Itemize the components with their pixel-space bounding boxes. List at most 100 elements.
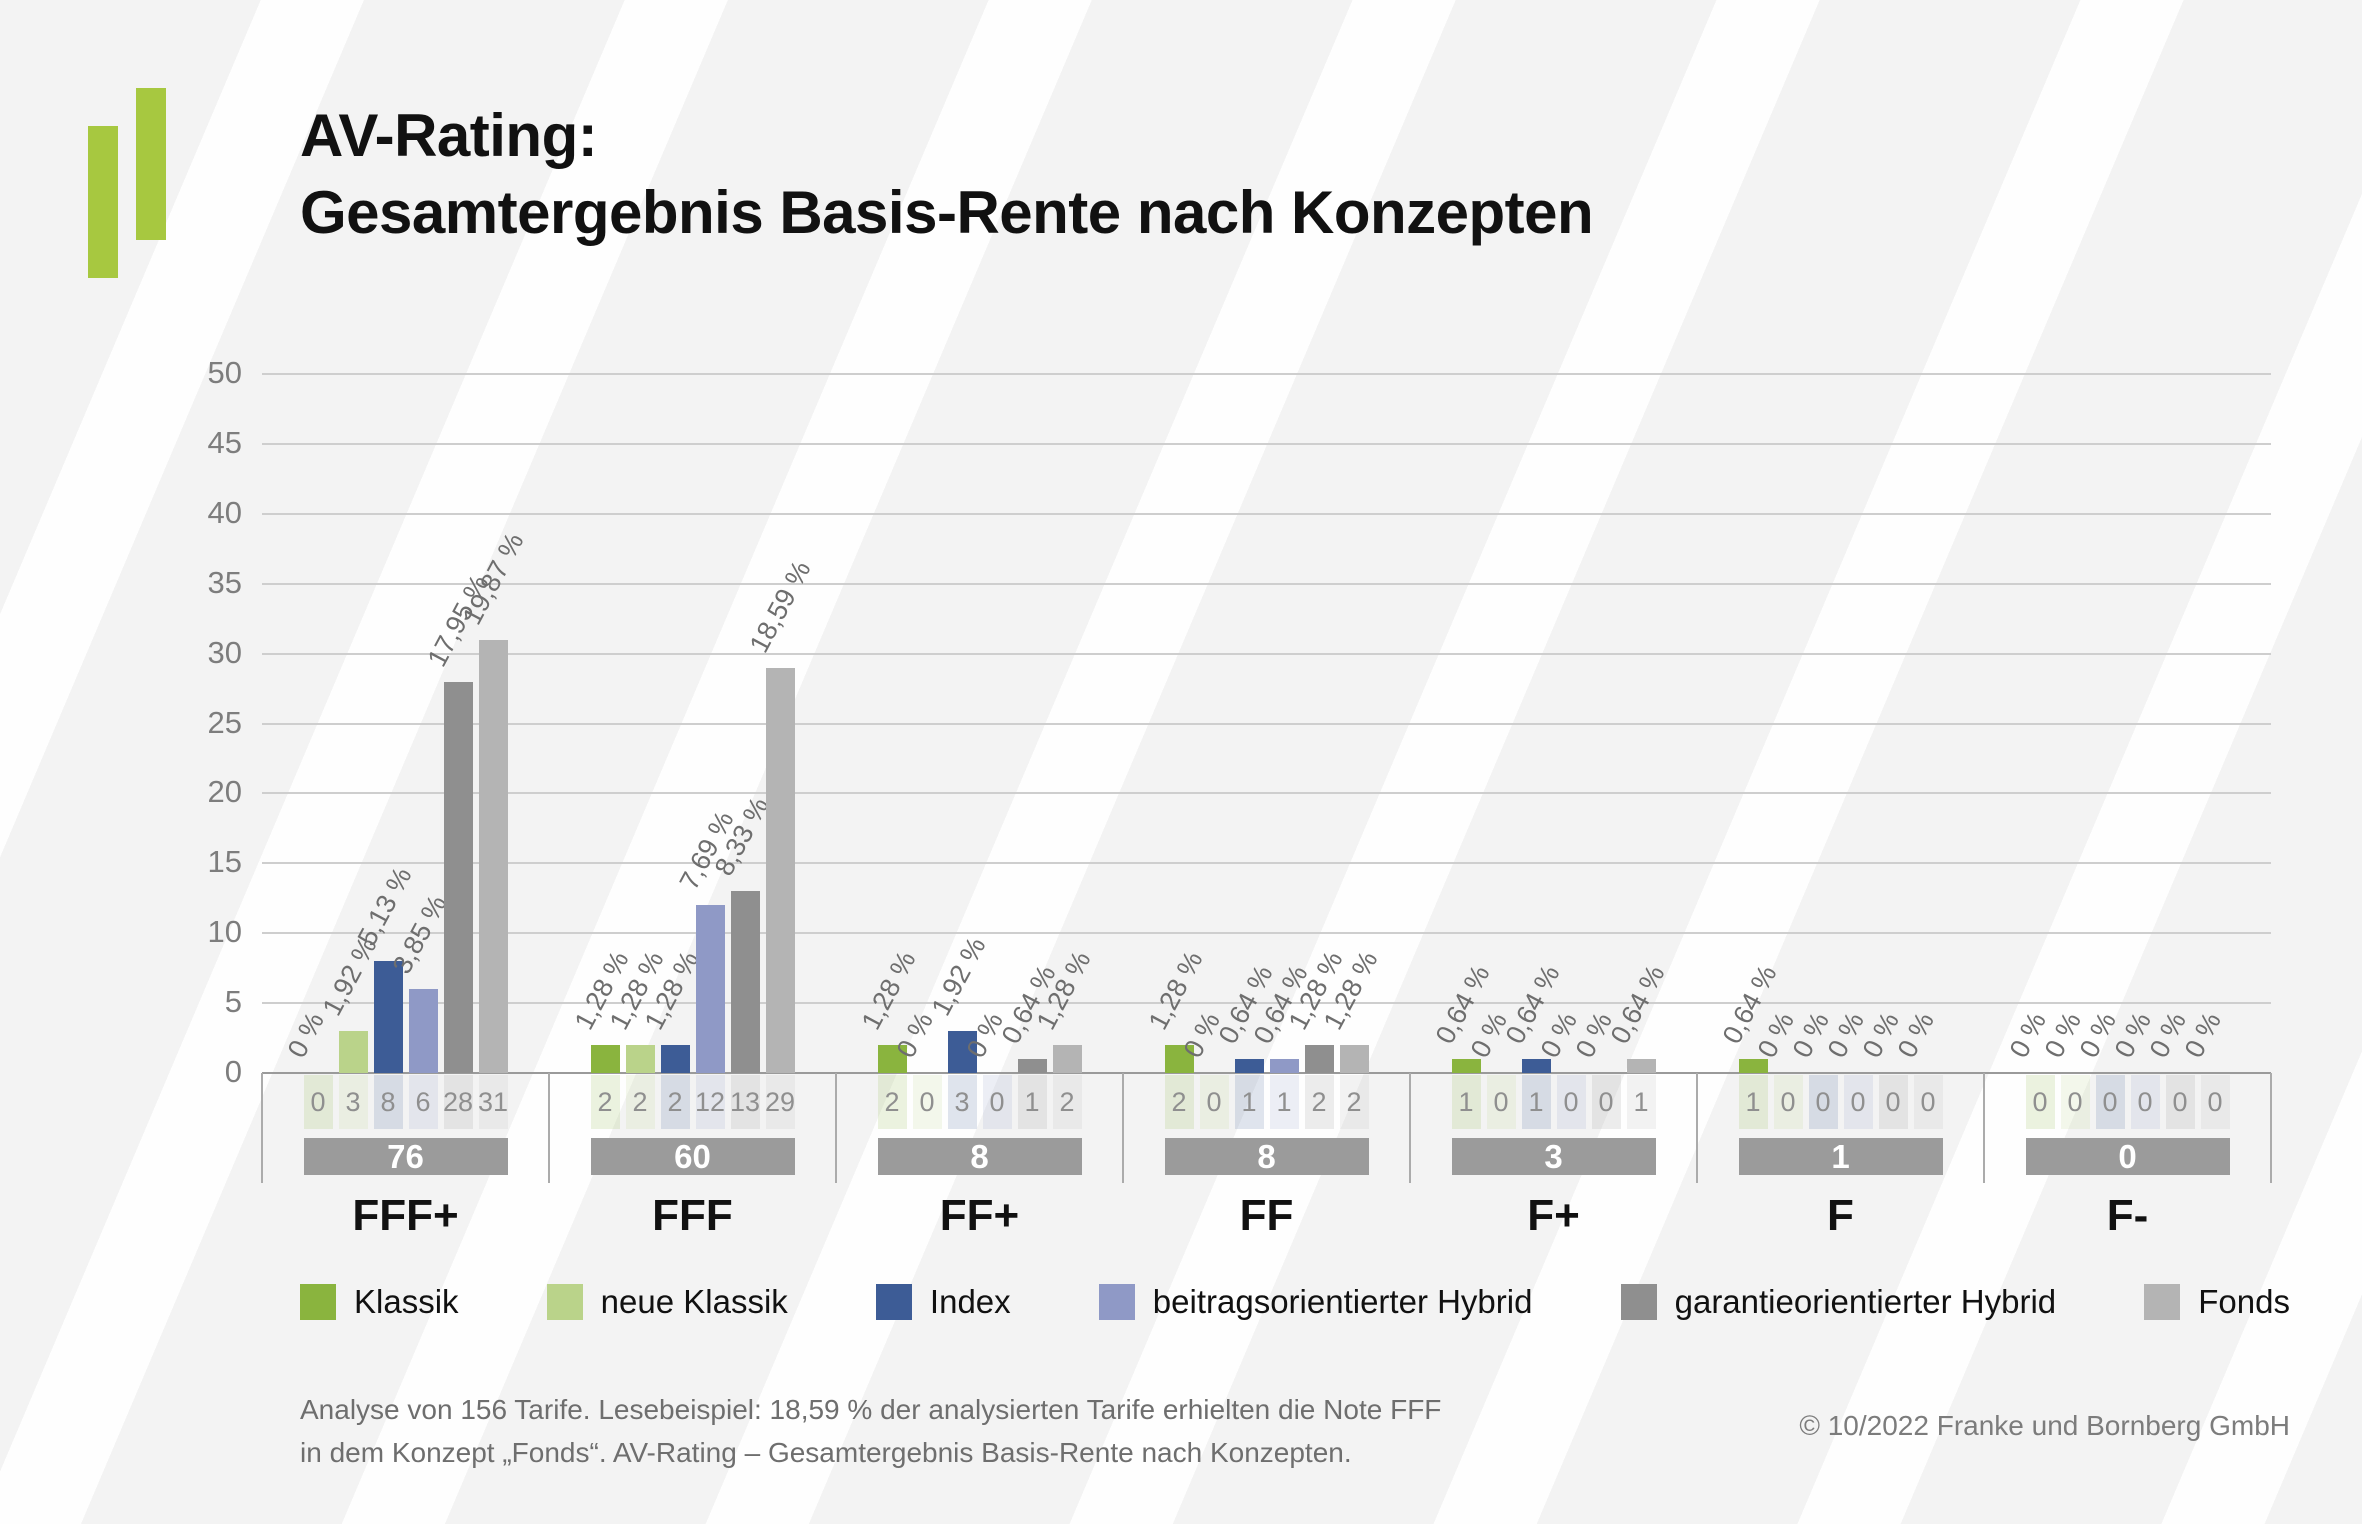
bar-slot: 8,33 % — [709, 374, 775, 1073]
table-group-FF+: 2 0 3 0 1 2 8 FF+ — [836, 1073, 1123, 1241]
bar-slot: 0,64 % — [996, 374, 1062, 1073]
bar-slot: 0,64 % — [1717, 374, 1783, 1073]
table-separator — [2270, 1073, 2272, 1183]
legend-item-Klassik: Klassik — [300, 1283, 459, 1321]
table-separator — [261, 1073, 263, 1183]
bar-slot: 1,28 % — [1283, 374, 1349, 1073]
bar-slot: 0 % — [1178, 374, 1229, 1073]
bar-slot: 0 % — [2074, 374, 2125, 1073]
value-cell-F-Fonds: 0 — [1913, 1075, 1943, 1129]
bar-slot: 1,28 % — [639, 374, 705, 1073]
legend-item-beitragsorientierter Hybrid: beitragsorientierter Hybrid — [1098, 1283, 1532, 1321]
value-cell-FF-neue Klassik: 0 — [1199, 1075, 1229, 1129]
table-separator — [1122, 1073, 1124, 1183]
bar-FFF-Index — [660, 1045, 690, 1073]
category-label-FFF+: FFF+ — [352, 1191, 459, 1240]
value-cell-FFF-Klassik: 2 — [590, 1075, 620, 1129]
y-tick-label-25: 25 — [207, 704, 242, 740]
value-table: 0 3 8 6 28 31 76 FFF+ 2 2 2 12 13 29 60 FFF 2 0 3 0 1 2 8 FF+ 2 0… — [262, 1073, 2271, 1241]
bar-slot: 0,64 % — [1213, 374, 1279, 1073]
bar-FFF-Fonds — [765, 667, 795, 1073]
y-tick-label-40: 40 — [207, 494, 242, 530]
table-separator — [1983, 1073, 1985, 1183]
bar-slot: 5,13 % — [352, 374, 418, 1073]
bar-F+-Klassik — [1451, 1059, 1481, 1073]
bar-group-F-: 0 % 0 % 0 % 0 % 0 % 0 % — [1984, 374, 2271, 1073]
value-cell-FFF-beitragsorientierter Hybrid: 12 — [695, 1075, 725, 1129]
y-tick-label-0: 0 — [224, 1054, 242, 1089]
value-cell-F+-beitragsorientierter Hybrid: 0 — [1556, 1075, 1586, 1129]
value-cell-FF+-garantieorientierter Hybrid: 1 — [1017, 1075, 1047, 1129]
gridline-5 — [262, 1002, 2271, 1005]
value-cell-FFF+-Fonds: 31 — [478, 1075, 508, 1129]
value-cell-FF-Fonds: 2 — [1339, 1075, 1369, 1129]
value-cell-FFF+-beitragsorientierter Hybrid: 6 — [408, 1075, 438, 1129]
bar-FF-Fonds — [1339, 1045, 1369, 1073]
gridline-35 — [262, 582, 2271, 585]
bar-group-F: 0,64 % 0 % 0 % 0 % 0 % 0 % — [1697, 374, 1984, 1073]
bar-group-FF+: 1,28 % 0 % 1,92 % 0 % 0,64 % 1,28 % — [836, 374, 1123, 1073]
bar-FF-Index — [1234, 1059, 1264, 1073]
gridline-50 — [262, 373, 2271, 375]
bar-F+-Fonds — [1626, 1059, 1656, 1073]
table-group-F+: 1 0 1 0 0 1 3 F+ — [1410, 1073, 1697, 1241]
bar-slot: 0,64 % — [1500, 374, 1566, 1073]
bar-slot: 1,28 % — [1143, 374, 1209, 1073]
y-tick-label-30: 30 — [207, 634, 242, 670]
value-cell-FFF-neue Klassik: 2 — [625, 1075, 655, 1129]
bar-slot: 0 % — [1857, 374, 1908, 1073]
bar-FFF+-neue Klassik — [338, 1031, 368, 1073]
table-group-FF: 2 0 1 1 2 2 8 FF — [1123, 1073, 1410, 1241]
y-tick-label-50: 50 — [207, 355, 242, 390]
total-bar-F+: 3 — [1451, 1138, 1656, 1175]
gridline-30 — [262, 652, 2271, 655]
bar-group-FF: 1,28 % 0 % 0,64 % 0,64 % 1,28 % 1,28 % — [1123, 374, 1410, 1073]
footnote-line-1: Analyse von 156 Tarife. Lesebeispiel: 18… — [300, 1394, 1442, 1425]
legend-swatch — [1098, 1284, 1135, 1320]
bar-FFF+-Index — [373, 961, 403, 1073]
bar-FF+-garantieorientierter Hybrid — [1017, 1059, 1047, 1073]
bar-slot: 1,92 % — [926, 374, 992, 1073]
title-line-1: AV-Rating: — [300, 102, 598, 169]
value-cell-FFF-garantieorientierter Hybrid: 13 — [730, 1075, 760, 1129]
legend-label: Index — [929, 1283, 1011, 1320]
bar-slot: 0 % — [1752, 374, 1803, 1073]
value-cell-FFF-Index: 2 — [660, 1075, 690, 1129]
bar-FFF+-garantieorientierter Hybrid — [443, 681, 473, 1073]
value-cells: 2 2 2 12 13 29 — [590, 1075, 795, 1129]
bar-slot: 3,85 % — [387, 374, 453, 1073]
bar-group-FFF: 1,28 % 1,28 % 1,28 % 7,69 % 8,33 % 18,59 % — [549, 374, 836, 1073]
total-bar-FF: 8 — [1164, 1138, 1369, 1175]
value-cell-FFF+-Klassik: 0 — [303, 1075, 333, 1129]
bar-FF+-Klassik — [877, 1045, 907, 1073]
total-bar-FFF: 60 — [590, 1138, 795, 1175]
value-cell-FFF+-garantieorientierter Hybrid: 28 — [443, 1075, 473, 1129]
value-cell-FF-Klassik: 2 — [1164, 1075, 1194, 1129]
bar-slot: 0,64 % — [1248, 374, 1314, 1073]
gridline-20 — [262, 792, 2271, 795]
table-separator — [1696, 1073, 1698, 1183]
y-tick-label-45: 45 — [207, 424, 242, 460]
table-group-FFF: 2 2 2 12 13 29 60 FFF — [549, 1073, 836, 1241]
bar-groups: 0 % 1,92 % 5,13 % 3,85 % 17,95 % 19,87 % 1,28 … — [262, 374, 2271, 1073]
bar-FFF-garantieorientierter Hybrid — [730, 891, 760, 1073]
total-bar-F: 1 — [1738, 1138, 1943, 1175]
value-cell-F--Fonds: 0 — [2200, 1075, 2230, 1129]
bar-slot: 18,59 % — [744, 374, 817, 1073]
value-cell-F-Klassik: 1 — [1738, 1075, 1768, 1129]
legend-label: Fonds — [2198, 1283, 2290, 1320]
bar-slot: 0 % — [1465, 374, 1516, 1073]
value-cell-F+-Index: 1 — [1521, 1075, 1551, 1129]
value-cell-FF+-beitragsorientierter Hybrid: 0 — [982, 1075, 1012, 1129]
bar-slot: 0 % — [961, 374, 1012, 1073]
value-cell-FF+-Klassik: 2 — [877, 1075, 907, 1129]
value-cell-FF-Index: 1 — [1234, 1075, 1264, 1129]
value-cell-FF+-Index: 3 — [947, 1075, 977, 1129]
legend: Klassik neue Klassik Index beitragsorientie… — [300, 1283, 2290, 1321]
value-cell-F--neue Klassik: 0 — [2060, 1075, 2090, 1129]
value-cell-F-Index: 0 — [1808, 1075, 1838, 1129]
page-title: AV-Rating: Gesamtergebnis Basis-Rente na… — [300, 98, 1594, 252]
